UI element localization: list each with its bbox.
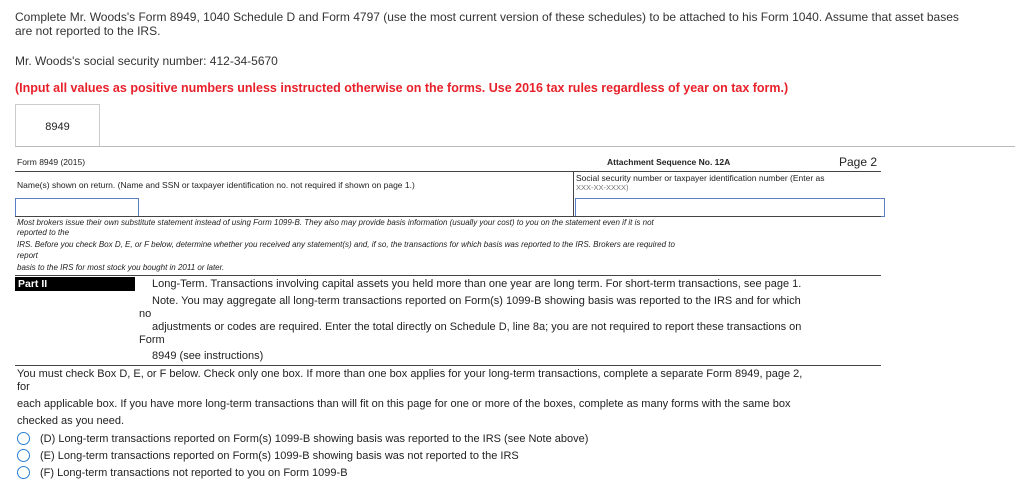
- divider: [15, 216, 881, 217]
- check-instructions: for: [17, 381, 30, 393]
- divider: [573, 171, 574, 216]
- radio-option-f[interactable]: [17, 466, 30, 479]
- broker-note: report: [17, 251, 38, 260]
- part-text: no: [139, 308, 152, 320]
- option-f-label[interactable]: (F) Long-term transactions not reported …: [40, 467, 348, 479]
- name-input[interactable]: [15, 198, 139, 217]
- option-e-label[interactable]: (E) Long-term transactions reported on F…: [40, 450, 519, 462]
- ssn-label: Social security number or taxpayer ident…: [576, 173, 825, 183]
- check-instructions: You must check Box D, E, or F below. Che…: [17, 368, 803, 380]
- check-instructions: checked as you need.: [17, 415, 125, 427]
- part-text: adjustments or codes are required. Enter…: [152, 321, 802, 333]
- broker-note: basis to the IRS for most stock you boug…: [17, 263, 225, 272]
- part-text: Long-Term. Transactions involving capita…: [152, 278, 802, 290]
- ssn-text: Mr. Woods's social security number: 412-…: [15, 54, 278, 68]
- ssn-input[interactable]: [575, 198, 885, 217]
- page-number: Page 2: [839, 155, 878, 169]
- part-text: 8949 (see instructions): [152, 350, 264, 362]
- broker-note: IRS. Before you check Box D, E, or F bel…: [17, 240, 675, 249]
- input-note: (Input all values as positive numbers un…: [15, 81, 789, 95]
- ssn-format: XXX-XX-XXXX): [576, 183, 629, 192]
- check-instructions: each applicable box. If you have more lo…: [17, 398, 791, 410]
- attachment-seq: Attachment Sequence No. 12A: [607, 157, 731, 167]
- instruction-text: Complete Mr. Woods's Form 8949, 1040 Sch…: [15, 10, 959, 24]
- radio-option-d[interactable]: [17, 432, 30, 445]
- form-id: Form 8949 (2015): [17, 157, 86, 167]
- tab-divider: [15, 146, 1015, 147]
- divider: [15, 365, 881, 366]
- radio-option-e[interactable]: [17, 449, 30, 462]
- part-text: Form: [139, 334, 165, 346]
- instruction-text-cont: are not reported to the IRS.: [15, 24, 161, 38]
- tab-8949[interactable]: 8949: [15, 104, 100, 147]
- name-label: Name(s) shown on return. (Name and SSN o…: [17, 180, 415, 190]
- broker-note: reported to the: [17, 228, 70, 237]
- divider: [15, 275, 881, 276]
- part-text: Note. You may aggregate all long-term tr…: [152, 295, 801, 307]
- divider: [15, 171, 881, 172]
- option-d-label[interactable]: (D) Long-term transactions reported on F…: [40, 433, 589, 445]
- part-ii-label: Part II: [15, 277, 135, 291]
- broker-note: Most brokers issue their own substitute …: [17, 218, 654, 227]
